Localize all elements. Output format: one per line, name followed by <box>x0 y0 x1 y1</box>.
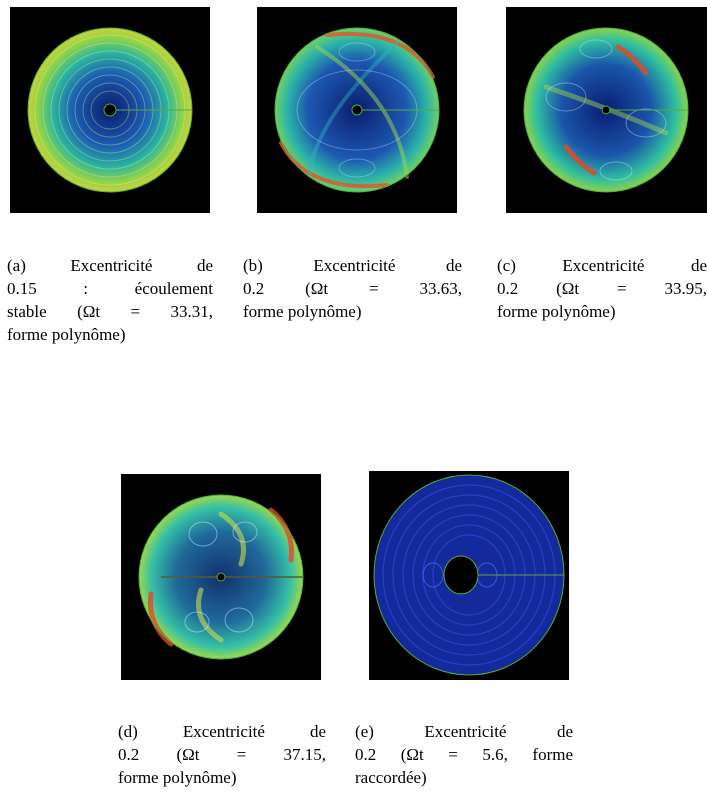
caption-d-line-2: 0.2 (Ωt = 37.15, <box>118 745 326 764</box>
caption-e: (e) Excentricité de 0.2 (Ωt = 5.6, forme… <box>355 720 573 789</box>
panel-c-image <box>506 7 707 213</box>
caption-b-line-2: 0.2 (Ωt = 33.63, <box>243 279 462 298</box>
streamline-plot-e <box>373 474 565 676</box>
caption-b-line-3: forme polynôme) <box>243 302 362 321</box>
panel-e-image <box>369 471 569 680</box>
caption-c-line-2: 0.2 (Ωt = 33.95, <box>497 279 707 298</box>
caption-e-line-2: 0.2 (Ωt = 5.6, forme <box>355 745 573 764</box>
caption-c-line-3: forme polynôme) <box>497 302 616 321</box>
caption-a-line-3: stable (Ωt = 33.31, <box>7 302 213 321</box>
caption-d: (d) Excentricité de 0.2 (Ωt = 37.15, for… <box>118 720 326 789</box>
caption-d-line-3: forme polynôme) <box>118 768 237 787</box>
streamline-plot-b <box>274 27 440 193</box>
streamline-plot-d <box>138 494 304 660</box>
panel-d-image <box>121 474 321 680</box>
caption-c: (c) Excentricité de 0.2 (Ωt = 33.95, for… <box>497 254 707 323</box>
panel-b-image <box>257 7 457 213</box>
caption-a-line-1: (a) Excentricité de <box>7 256 213 275</box>
caption-d-line-1: (d) Excentricité de <box>118 722 326 741</box>
caption-b: (b) Excentricité de 0.2 (Ωt = 33.63, for… <box>243 254 462 323</box>
caption-a-line-4: forme polynôme) <box>7 325 126 344</box>
streamline-plot-c <box>523 27 689 193</box>
caption-b-line-1: (b) Excentricité de <box>243 256 462 275</box>
caption-a: (a) Excentricité de 0.15 : écoulement st… <box>7 254 213 346</box>
caption-e-line-3: raccordée) <box>355 768 427 787</box>
streamline-plot-a <box>27 27 193 193</box>
caption-e-line-1: (e) Excentricité de <box>355 722 573 741</box>
panel-a-image <box>10 7 210 213</box>
caption-c-line-1: (c) Excentricité de <box>497 256 707 275</box>
caption-a-line-2: 0.15 : écoulement <box>7 279 213 298</box>
